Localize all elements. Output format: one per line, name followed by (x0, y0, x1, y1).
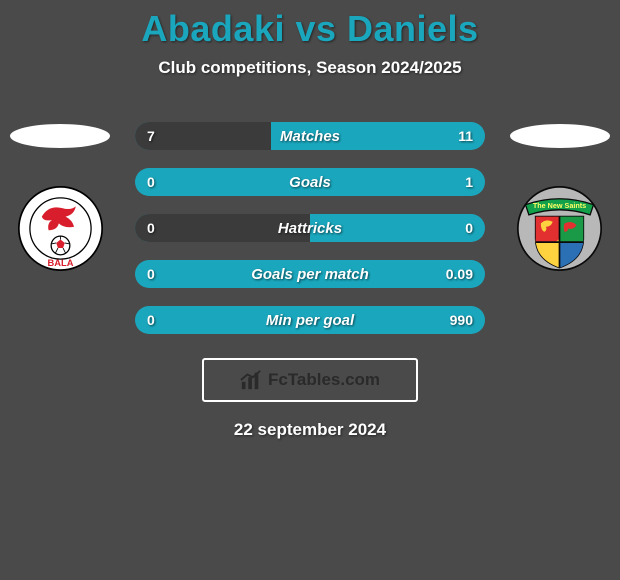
bala-town-icon: BALA (18, 186, 103, 271)
bar-chart-icon (240, 369, 262, 391)
player-marker-right (510, 124, 610, 148)
brand-text: FcTables.com (268, 370, 380, 390)
club-badge-left: BALA (18, 186, 103, 271)
brand-box: FcTables.com (202, 358, 418, 402)
page-title: Abadaki vs Daniels (0, 0, 620, 50)
stat-label: Hattricks (135, 214, 485, 242)
stat-value-left: 0 (147, 306, 155, 334)
page-subtitle: Club competitions, Season 2024/2025 (0, 58, 620, 78)
content-area: BALA The New Saints (0, 106, 620, 346)
stat-bars: Matches711Goals01Hattricks00Goals per ma… (135, 122, 485, 352)
stat-row: Hattricks0 0 (135, 214, 485, 242)
tns-banner-text: The New Saints (533, 201, 586, 210)
date-text: 22 september 2024 (0, 420, 620, 440)
bala-label: BALA (48, 258, 74, 268)
comparison-card: Abadaki vs Daniels Club competitions, Se… (0, 0, 620, 580)
club-badge-right: The New Saints (517, 186, 602, 271)
new-saints-icon: The New Saints (517, 186, 602, 271)
stat-label: Goals per match (135, 260, 485, 288)
stat-value-right: 0 (465, 214, 473, 242)
stat-value-left: 0 (147, 168, 155, 196)
stat-row: Goals per match0 0.09 (135, 260, 485, 288)
stat-label: Goals (135, 168, 485, 196)
stat-value-left: 7 (147, 122, 155, 150)
stat-label: Matches (135, 122, 485, 150)
stat-row: Min per goal0 990 (135, 306, 485, 334)
stat-value-right: 1 (465, 168, 473, 196)
player-marker-left (10, 124, 110, 148)
stat-row: Matches7 11 (135, 122, 485, 150)
stat-value-left: 0 (147, 260, 155, 288)
stat-value-right: 11 (458, 122, 473, 150)
stat-label: Min per goal (135, 306, 485, 334)
stat-value-left: 0 (147, 214, 155, 242)
stat-value-right: 990 (450, 306, 473, 334)
stat-row: Goals0 1 (135, 168, 485, 196)
stat-value-right: 0.09 (446, 260, 473, 288)
